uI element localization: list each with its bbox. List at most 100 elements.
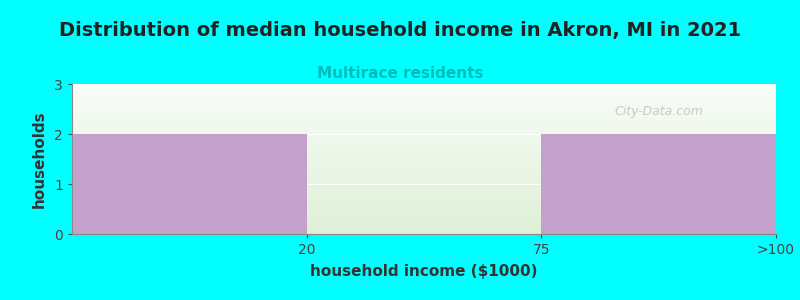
Bar [72, 200, 776, 201]
Y-axis label: households: households [32, 110, 47, 208]
Bar [72, 106, 776, 107]
Bar [72, 130, 776, 131]
Bar [72, 161, 776, 162]
Bar [72, 227, 776, 228]
Text: Distribution of median household income in Akron, MI in 2021: Distribution of median household income … [59, 21, 741, 40]
Bar [72, 127, 776, 128]
Bar [72, 160, 776, 161]
Bar [72, 176, 776, 177]
Bar [72, 232, 776, 233]
Bar [72, 149, 776, 150]
Bar [72, 151, 776, 152]
Bar [72, 143, 776, 144]
Bar [72, 210, 776, 211]
Bar [72, 155, 776, 156]
Bar [72, 212, 776, 213]
Bar [72, 90, 776, 91]
Bar [72, 100, 776, 101]
Bar [72, 159, 776, 160]
Bar [72, 91, 776, 92]
Bar [72, 188, 776, 189]
Bar [72, 145, 776, 146]
Bar [72, 147, 776, 148]
Bar [72, 104, 776, 105]
Bar [72, 150, 776, 151]
Bar [72, 121, 776, 122]
Bar [72, 165, 776, 166]
Bar [72, 183, 776, 184]
Bar [72, 224, 776, 225]
Bar [72, 190, 776, 191]
Bar [72, 87, 776, 88]
Bar [72, 206, 776, 207]
Bar [72, 99, 776, 100]
Bar [72, 177, 776, 178]
Bar [72, 196, 776, 197]
Bar [72, 225, 776, 226]
Bar [72, 189, 776, 190]
Bar [72, 194, 776, 195]
Bar [72, 141, 776, 142]
Bar [72, 114, 776, 115]
Bar [72, 97, 776, 98]
Bar [72, 182, 776, 183]
Bar [72, 138, 776, 139]
Bar [72, 98, 776, 99]
Bar [72, 131, 776, 132]
Bar [72, 201, 776, 202]
Bar [72, 199, 776, 200]
Bar [72, 181, 776, 182]
Bar [72, 171, 776, 172]
Bar [72, 139, 776, 140]
Bar [72, 214, 776, 215]
Bar [72, 185, 776, 186]
Bar [72, 101, 776, 102]
Bar [72, 94, 776, 95]
Bar [72, 146, 776, 147]
Bar [72, 166, 776, 167]
Bar [72, 142, 776, 143]
Bar [72, 103, 776, 104]
Bar [72, 167, 776, 168]
Bar [72, 198, 776, 199]
Bar [72, 157, 776, 158]
Bar [72, 230, 776, 231]
Bar [72, 86, 776, 87]
Bar [72, 202, 776, 203]
Bar [72, 152, 776, 153]
Bar [72, 226, 776, 227]
Bar [72, 215, 776, 216]
Bar [72, 92, 776, 93]
Bar [72, 205, 776, 206]
Bar [72, 132, 776, 133]
Bar [72, 123, 776, 124]
Bar [72, 208, 776, 209]
Bar [72, 173, 776, 174]
Bar [72, 134, 776, 135]
Bar [72, 211, 776, 212]
Bar [72, 158, 776, 159]
Bar [72, 113, 776, 114]
Bar [72, 168, 776, 169]
Bar [72, 124, 776, 125]
Bar [72, 197, 776, 198]
Bar [72, 218, 776, 219]
Bar [72, 95, 776, 96]
Bar [72, 174, 776, 175]
Bar [72, 193, 776, 194]
Bar [72, 96, 776, 97]
Bar [72, 192, 776, 193]
Bar [72, 105, 776, 106]
Bar [72, 223, 776, 224]
Bar [72, 219, 776, 220]
Bar [72, 144, 776, 145]
Bar [72, 178, 776, 179]
Bar [72, 117, 776, 118]
Bar [72, 163, 776, 164]
Bar [72, 93, 776, 94]
Bar [72, 170, 776, 171]
Bar [72, 84, 776, 85]
Bar [72, 229, 776, 230]
Bar [72, 129, 776, 130]
Bar [72, 231, 776, 232]
